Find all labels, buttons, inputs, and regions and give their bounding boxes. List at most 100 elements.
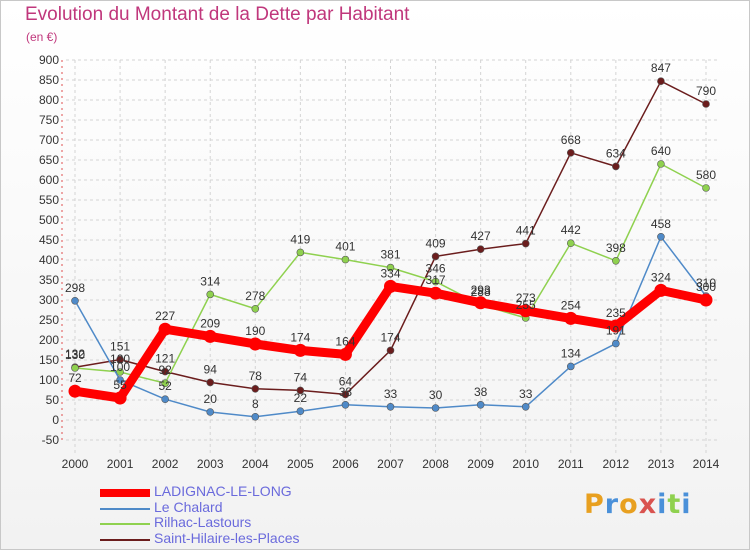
data-label: 254 bbox=[561, 298, 581, 312]
legend-label: LADIGNAC-LE-LONG bbox=[154, 483, 292, 499]
data-label: 668 bbox=[561, 133, 581, 147]
y-tick-label: 800 bbox=[39, 93, 59, 107]
data-label: 174 bbox=[380, 330, 400, 344]
data-label: 132 bbox=[65, 347, 85, 361]
x-tick-label: 2006 bbox=[332, 457, 359, 471]
logo-letter: P bbox=[584, 489, 605, 520]
data-label: 120 bbox=[110, 352, 130, 366]
data-label: 346 bbox=[426, 262, 446, 276]
data-label: 314 bbox=[200, 274, 220, 288]
logo-letter: r bbox=[604, 489, 620, 520]
data-label: 227 bbox=[155, 309, 175, 323]
legend-swatch bbox=[100, 539, 150, 541]
data-point bbox=[296, 248, 305, 257]
legend-item-ladignac: LADIGNAC-LE-LONG bbox=[100, 483, 400, 500]
data-point bbox=[251, 412, 260, 421]
data-label: 130 bbox=[65, 348, 85, 362]
data-label: 22 bbox=[294, 391, 308, 405]
data-label: 20 bbox=[204, 392, 218, 406]
data-label: 33 bbox=[384, 387, 398, 401]
data-label: 419 bbox=[290, 232, 310, 246]
x-tick-label: 2011 bbox=[558, 457, 584, 471]
data-point bbox=[521, 239, 530, 248]
data-point bbox=[341, 255, 350, 264]
proxiti-logo: Proxiti bbox=[584, 489, 692, 520]
data-label: 38 bbox=[339, 385, 353, 399]
data-label: 38 bbox=[474, 385, 488, 399]
x-tick-label: 2012 bbox=[603, 457, 630, 471]
data-point bbox=[654, 283, 668, 297]
data-label: 324 bbox=[651, 270, 671, 284]
data-point bbox=[431, 252, 440, 261]
data-label: 310 bbox=[696, 276, 716, 290]
logo-letter: i bbox=[657, 489, 668, 520]
data-point bbox=[68, 384, 82, 398]
data-label: 30 bbox=[429, 388, 443, 402]
data-point bbox=[566, 239, 575, 247]
x-axis: 2000 2001 2002 2003 2004 2005 2006 2007 2008 2009… bbox=[62, 457, 720, 471]
data-point bbox=[386, 402, 395, 411]
data-point bbox=[657, 233, 665, 241]
line-chart: -50 0 50 100 150 200 250 300 350 400 450 500 550 600 6… bbox=[39, 53, 720, 471]
data-point bbox=[296, 407, 305, 416]
data-point bbox=[338, 347, 352, 361]
data-label: 317 bbox=[426, 273, 446, 287]
data-label: 8 bbox=[252, 397, 259, 411]
data-label: 151 bbox=[110, 340, 130, 354]
data-label: 273 bbox=[516, 291, 536, 305]
data-point bbox=[203, 329, 217, 343]
data-label: 458 bbox=[651, 217, 671, 231]
data-point bbox=[612, 339, 620, 348]
y-tick-label: 700 bbox=[39, 133, 59, 147]
data-label: 427 bbox=[471, 229, 491, 243]
data-label: 381 bbox=[380, 248, 400, 262]
legend-label: Rilhac-Lastours bbox=[154, 514, 252, 530]
logo-letter: o bbox=[619, 489, 639, 520]
data-point bbox=[657, 77, 665, 85]
data-label: 134 bbox=[561, 346, 581, 360]
data-point bbox=[161, 367, 169, 376]
data-point bbox=[386, 263, 395, 272]
data-point bbox=[609, 319, 623, 333]
data-label: 298 bbox=[65, 281, 85, 295]
legend-swatch bbox=[100, 489, 150, 497]
x-tick-label: 2001 bbox=[107, 457, 134, 471]
y-tick-label: 150 bbox=[39, 353, 59, 367]
data-label: 92 bbox=[158, 363, 172, 377]
legend-item-saint-hilaire: Saint-Hilaire-les-Places bbox=[100, 530, 400, 547]
data-label: 293 bbox=[471, 283, 491, 297]
data-point bbox=[206, 408, 215, 416]
data-label: 174 bbox=[290, 330, 310, 344]
data-label: 441 bbox=[516, 224, 536, 238]
data-label: 33 bbox=[519, 387, 533, 401]
data-label: 52 bbox=[158, 379, 172, 393]
data-label: 74 bbox=[294, 370, 308, 384]
data-label: 300 bbox=[696, 280, 716, 294]
legend-item-rilhac-lastours: Rilhac-Lastours bbox=[100, 514, 400, 531]
data-label: 401 bbox=[335, 240, 355, 254]
y-tick-label: 850 bbox=[39, 73, 59, 87]
data-point bbox=[296, 386, 305, 395]
data-point bbox=[702, 100, 710, 108]
data-point bbox=[474, 296, 488, 310]
x-tick-label: 2014 bbox=[693, 457, 720, 471]
data-label: 78 bbox=[249, 369, 263, 383]
data-label: 580 bbox=[696, 168, 716, 182]
y-tick-label: 400 bbox=[39, 253, 59, 267]
data-point bbox=[251, 304, 260, 313]
logo-letter: x bbox=[638, 489, 658, 520]
x-tick-label: 2010 bbox=[512, 457, 539, 471]
data-point bbox=[386, 346, 395, 355]
y-tick-label: -50 bbox=[42, 433, 60, 447]
data-point bbox=[431, 277, 440, 286]
data-point bbox=[71, 296, 79, 305]
y-tick-label: 0 bbox=[52, 413, 59, 427]
data-point bbox=[521, 402, 530, 411]
legend-swatch bbox=[100, 523, 150, 525]
x-tick-label: 2004 bbox=[242, 457, 269, 471]
data-point bbox=[248, 337, 262, 351]
data-point bbox=[476, 245, 485, 253]
data-point bbox=[206, 378, 215, 387]
x-tick-label: 2013 bbox=[648, 457, 675, 471]
